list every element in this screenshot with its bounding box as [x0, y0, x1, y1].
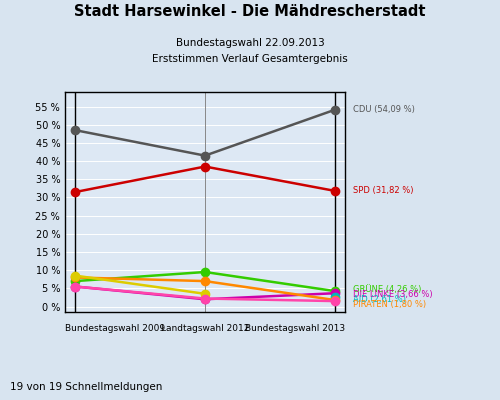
- Text: SPD (31,82 %): SPD (31,82 %): [352, 186, 413, 195]
- Text: Bundestagswahl 2013: Bundestagswahl 2013: [245, 324, 345, 333]
- Text: 19 von 19 Schnellmeldungen: 19 von 19 Schnellmeldungen: [10, 382, 162, 392]
- Text: DIE LINKE (3,66 %): DIE LINKE (3,66 %): [352, 290, 432, 300]
- Text: PIRATEN (1,80 %): PIRATEN (1,80 %): [352, 300, 426, 309]
- Text: Bundestagswahl 22.09.2013: Bundestagswahl 22.09.2013: [176, 38, 324, 48]
- Text: Erststimmen Verlauf Gesamtergebnis: Erststimmen Verlauf Gesamtergebnis: [152, 54, 348, 64]
- Text: Landtagswahl 2012: Landtagswahl 2012: [161, 324, 249, 333]
- Text: AID (2,61 %): AID (2,61 %): [352, 295, 406, 304]
- Text: CDU (54,09 %): CDU (54,09 %): [352, 105, 414, 114]
- Text: Stadt Harsewinkel - Die Mähdrescherstadt: Stadt Harsewinkel - Die Mähdrescherstadt: [74, 4, 426, 19]
- Text: Bundestagswahl 2009: Bundestagswahl 2009: [65, 324, 165, 333]
- Text: GRÜNE (4,26 %): GRÜNE (4,26 %): [352, 284, 421, 294]
